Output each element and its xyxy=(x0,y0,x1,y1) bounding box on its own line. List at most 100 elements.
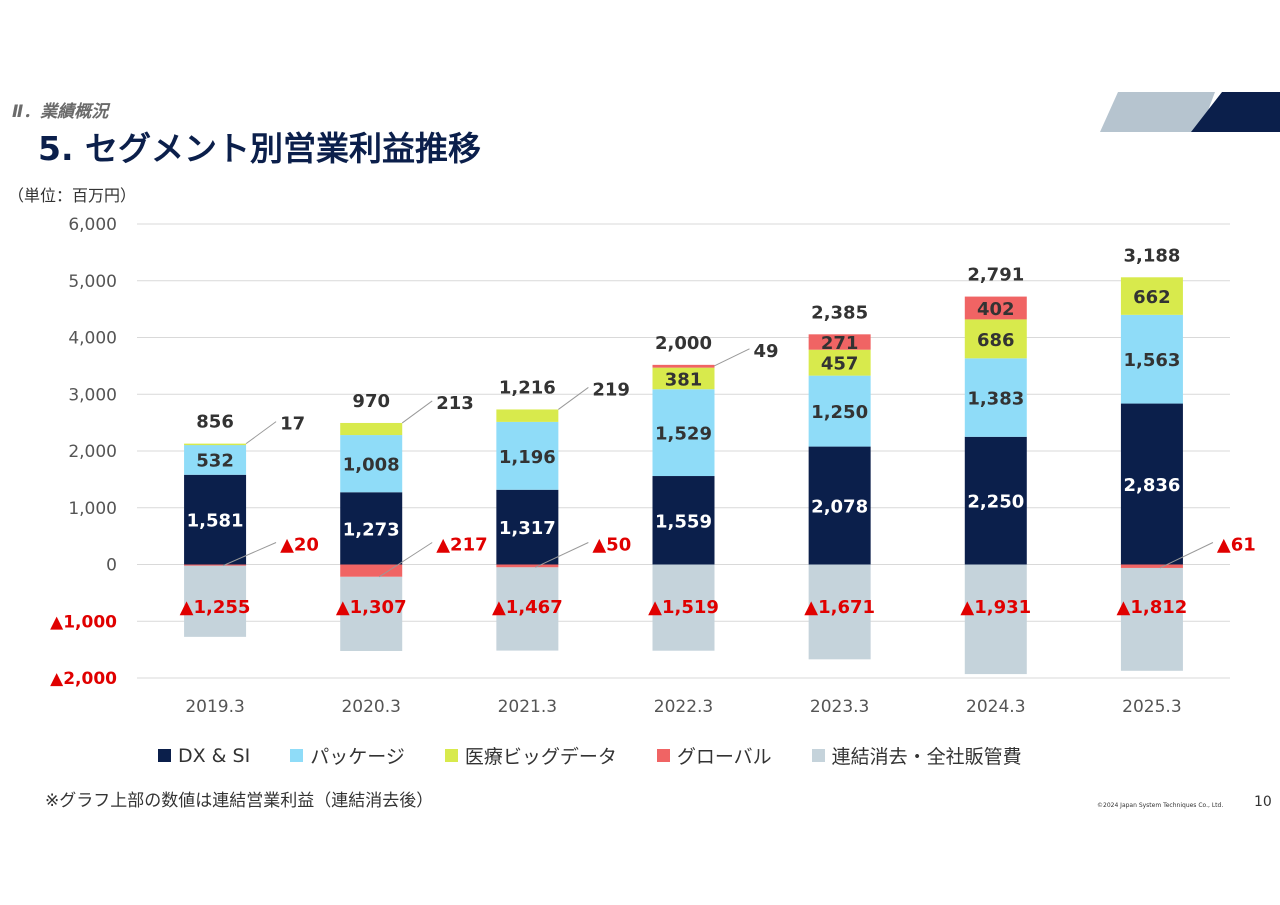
legend-label: 連結消去・全社販管費 xyxy=(831,746,1022,768)
bar-segment-elimination xyxy=(184,565,247,637)
callout-leader xyxy=(1159,542,1214,569)
y-tick-label: 2,000 xyxy=(68,442,117,462)
data-label-medical: 457 xyxy=(821,354,859,375)
data-label-package: 532 xyxy=(196,451,234,472)
bar-segment-medical xyxy=(964,319,1027,359)
callout-leader xyxy=(401,400,433,424)
data-label-medical: 219 xyxy=(592,379,630,400)
legend-label: DX & SI xyxy=(178,744,251,767)
callout-leader xyxy=(535,542,589,568)
data-label-package: 1,196 xyxy=(499,447,556,468)
bar-segment-dx-si xyxy=(964,436,1027,565)
bar-segment-dx-si xyxy=(652,476,715,565)
y-tick-label: 3,000 xyxy=(68,385,117,405)
total-label: 2,385 xyxy=(811,302,868,323)
chart-legend: DX & SI パッケージ 医療ビッグデータ グローバル 連結消去・全社販管費 xyxy=(158,742,1062,769)
bar-segment-medical xyxy=(184,443,247,446)
data-label-medical: 17 xyxy=(280,414,305,435)
bar-segment-elimination xyxy=(340,576,403,651)
x-tick-label: 2021.3 xyxy=(498,697,557,717)
deco-dark-stripe xyxy=(1191,92,1280,132)
x-tick-label: 2023.3 xyxy=(810,697,869,717)
data-label-elimination: ▲1,467 xyxy=(492,597,563,618)
data-label-dx-si: 2,836 xyxy=(1123,475,1180,496)
legend-swatch xyxy=(290,749,304,762)
data-label-global: ▲217 xyxy=(436,535,487,556)
data-label-medical: 381 xyxy=(665,369,703,390)
bar-segment-global xyxy=(964,296,1027,320)
legend-item-elimination: 連結消去・全社販管費 xyxy=(811,742,1022,769)
data-label-package: 1,008 xyxy=(343,455,400,476)
bar-segment-dx-si xyxy=(1120,403,1183,565)
data-label-elimination: ▲1,671 xyxy=(804,597,875,618)
data-label-global: 271 xyxy=(821,333,859,354)
data-label-dx-si: 1,273 xyxy=(343,519,400,540)
y-tick-label: 6,000 xyxy=(68,215,117,235)
x-tick-label: 2019.3 xyxy=(185,697,244,717)
callout-leader xyxy=(558,387,589,410)
bar-segment-dx-si xyxy=(184,474,247,565)
legend-item-package: パッケージ xyxy=(290,742,405,769)
bar-segment-global xyxy=(808,334,871,350)
bar-segment-elimination xyxy=(496,567,559,651)
bar-segment-elimination xyxy=(808,564,871,660)
data-label-dx-si: 1,317 xyxy=(499,518,556,539)
data-label-package: 1,383 xyxy=(967,389,1024,410)
bar-segment-package xyxy=(1120,314,1183,404)
bar-segment-package xyxy=(808,375,871,447)
legend-item-medical: 医療ビッグデータ xyxy=(444,742,617,769)
bar-segment-package xyxy=(964,358,1027,437)
bar-segment-dx-si xyxy=(808,446,871,565)
callout-leader xyxy=(245,421,277,445)
callout-leader xyxy=(378,542,433,578)
data-label-medical: 686 xyxy=(977,330,1015,351)
legend-label: パッケージ xyxy=(310,746,405,768)
deco-light-stripe xyxy=(1100,92,1215,132)
total-label: 856 xyxy=(196,412,234,433)
bar-segment-global xyxy=(184,564,247,566)
bar-segment-package xyxy=(496,421,559,490)
unit-label: （単位：百万円） xyxy=(8,186,137,205)
total-label: 1,216 xyxy=(499,377,556,398)
y-tick-label: ▲1,000 xyxy=(50,612,117,632)
data-label-elimination: ▲1,931 xyxy=(960,597,1031,618)
page-number: 10 xyxy=(1254,794,1272,810)
x-tick-label: 2025.3 xyxy=(1122,697,1181,717)
data-label-package: 1,250 xyxy=(811,402,868,423)
data-label-medical: 213 xyxy=(436,393,474,414)
data-label-dx-si: 2,250 xyxy=(967,492,1024,513)
total-label: 2,000 xyxy=(655,333,712,354)
total-label: 2,791 xyxy=(967,265,1024,286)
bar-segment-global xyxy=(496,564,559,568)
data-label-package: 1,529 xyxy=(655,424,712,445)
copyright: ©2024 Japan System Techniques Co., Ltd. xyxy=(1097,802,1224,809)
y-tick-label: 5,000 xyxy=(68,272,117,292)
y-tick-label: 0 xyxy=(106,556,117,576)
data-label-elimination: ▲1,307 xyxy=(336,597,407,618)
legend-swatch xyxy=(444,749,458,762)
legend-item-global: グローバル xyxy=(656,742,772,769)
legend-swatch xyxy=(811,749,825,762)
data-label-global: 49 xyxy=(754,341,779,362)
bar-segment-global xyxy=(340,564,403,577)
data-label-dx-si: 2,078 xyxy=(811,497,868,518)
bar-segment-elimination xyxy=(964,564,1027,675)
data-label-package: 1,563 xyxy=(1123,350,1180,371)
header-decoration xyxy=(1100,92,1280,132)
data-label-dx-si: 1,581 xyxy=(187,511,244,532)
data-label-medical: 662 xyxy=(1133,287,1171,308)
bar-segment-elimination xyxy=(652,564,715,651)
callout-leader xyxy=(222,542,277,567)
x-tick-label: 2020.3 xyxy=(341,697,400,717)
y-tick-label: 1,000 xyxy=(68,499,117,519)
bar-segment-global xyxy=(652,364,715,368)
x-tick-label: 2024.3 xyxy=(966,697,1025,717)
bar-segment-package xyxy=(184,444,247,475)
y-tick-label: ▲2,000 xyxy=(50,669,117,689)
footnote: ※グラフ上部の数値は連結営業利益（連結消去後） xyxy=(45,791,434,811)
legend-label: 医療ビッグデータ xyxy=(464,746,617,768)
bar-segment-package xyxy=(652,389,715,477)
data-label-global: ▲61 xyxy=(1217,535,1256,556)
data-label-elimination: ▲1,812 xyxy=(1117,597,1188,618)
